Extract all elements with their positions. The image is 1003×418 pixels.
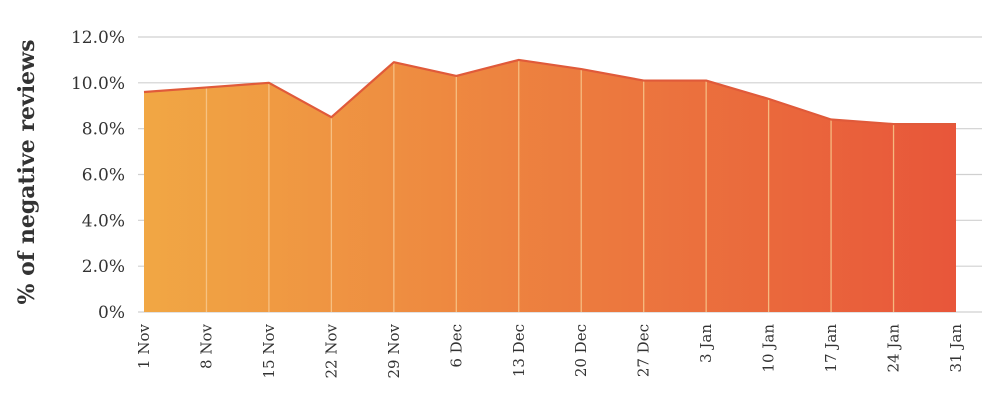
x-tick-label: 10 Jan (760, 324, 778, 373)
x-tick-label: 1 Nov (135, 323, 153, 368)
x-tick-label: 27 Dec (635, 324, 653, 377)
y-tick-label: 4.0% (82, 211, 125, 231)
y-tick-label: 2.0% (82, 257, 125, 277)
x-tick-label: 6 Dec (447, 324, 465, 368)
y-tick-label: 8.0% (82, 120, 125, 140)
x-tick-label: 8 Nov (197, 323, 215, 368)
x-tick-label: 22 Nov (322, 323, 340, 378)
x-tick-label: 20 Dec (572, 324, 590, 377)
x-tick-label: 31 Jan (947, 324, 965, 373)
y-tick-label: 10.0% (71, 74, 125, 94)
y-tick-label: 12.0% (71, 28, 125, 48)
x-tick-label: 24 Jan (885, 324, 903, 373)
x-tick-label: 13 Dec (510, 324, 528, 377)
area-series (143, 58, 957, 312)
y-axis-ticks: 0% 2.0% 4.0% 6.0% 8.0% 10.0% 12.0% (71, 28, 125, 323)
x-tick-label: 3 Jan (697, 324, 715, 363)
area-fill (144, 59, 956, 312)
y-axis-label: % of negative reviews (14, 40, 40, 305)
x-tick-label: 15 Nov (260, 323, 278, 378)
x-tick-label: 17 Jan (822, 324, 840, 373)
y-tick-label: 0% (98, 303, 125, 323)
y-tick-label: 6.0% (82, 166, 125, 186)
x-tick-label: 29 Nov (385, 323, 403, 378)
series-line (143, 58, 956, 126)
x-axis-ticks: 1 Nov 8 Nov 15 Nov 22 Nov 29 Nov 6 Dec 13 Dec 2… (135, 323, 965, 378)
